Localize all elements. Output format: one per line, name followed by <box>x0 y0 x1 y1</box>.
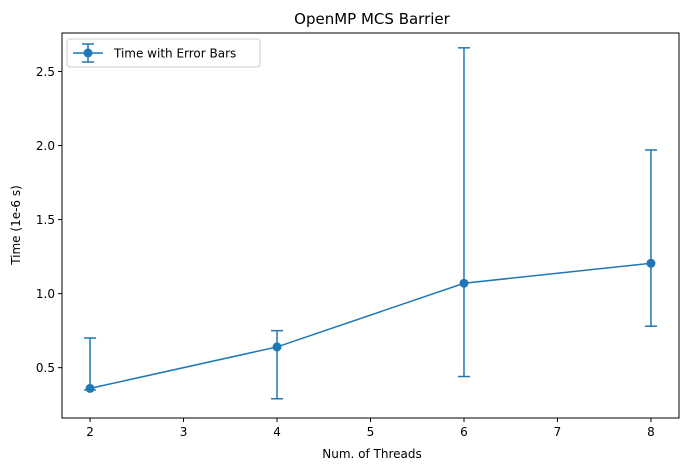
x-axis-label: Num. of Threads <box>322 447 422 461</box>
data-layer <box>84 47 657 400</box>
legend: Time with Error Bars <box>66 38 261 68</box>
y-axis-label: Time (1e-6 s) <box>9 185 23 266</box>
x-tick-label: 5 <box>367 425 375 439</box>
chart-title: OpenMP MCS Barrier <box>294 10 450 28</box>
x-tick-label: 7 <box>554 425 562 439</box>
series-line <box>89 262 652 390</box>
data-point <box>646 258 656 268</box>
data-point <box>272 342 282 352</box>
x-tick-label: 2 <box>86 425 94 439</box>
data-point <box>459 278 469 288</box>
x-tick-label: 4 <box>273 425 281 439</box>
y-tick-label: 0.5 <box>36 361 55 375</box>
y-tick-label: 2.5 <box>36 65 55 79</box>
y-tick-label: 1.5 <box>36 213 55 227</box>
legend-marker <box>83 48 93 58</box>
x-tick-label: 3 <box>180 425 188 439</box>
y-axis-ticks: 0.5 1.0 1.5 2.0 2.5 <box>36 65 62 375</box>
x-tick-label: 8 <box>647 425 655 439</box>
legend-label: Time with Error Bars <box>113 47 236 61</box>
x-tick-label: 6 <box>460 425 468 439</box>
x-axis-ticks: 2 3 4 5 6 7 8 <box>86 418 655 439</box>
y-tick-label: 2.0 <box>36 139 55 153</box>
legend-handle <box>73 43 103 63</box>
plot-area <box>62 33 679 418</box>
data-point <box>85 383 95 393</box>
legend-box <box>66 38 261 68</box>
y-tick-label: 1.0 <box>36 287 55 301</box>
plot-frame <box>61 32 680 419</box>
